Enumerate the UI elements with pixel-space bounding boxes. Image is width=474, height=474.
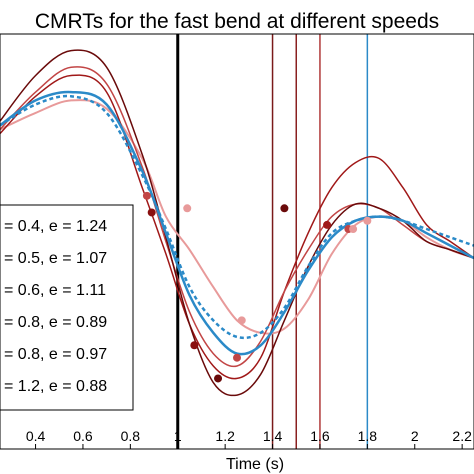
x-axis: 0.4 0.6 0.8 1 1.2 1.4 1.6 1.8 2 2.2 [26, 428, 472, 449]
x-tick-label-9: 2.2 [452, 428, 472, 444]
x-axis-label: Time (s) [226, 456, 284, 473]
marker-point-4 [214, 374, 223, 383]
marker-point-2 [183, 204, 192, 213]
legend-entry-3: = 0.8, e = 0.89 [4, 314, 107, 331]
marker-point-0 [142, 191, 151, 200]
series-line-2 [0, 66, 474, 368]
series-line-1 [0, 74, 474, 380]
x-tick-label-7: 1.8 [358, 428, 378, 444]
marker-point-6 [237, 316, 246, 325]
marker-point-8 [323, 220, 332, 229]
legend-entry-2: = 0.6, e = 1.11 [4, 282, 106, 299]
chart-title: CMRTs for the fast bend at different spe… [35, 10, 439, 33]
x-tick-label-8: 2 [411, 428, 419, 444]
legend-entry-1: = 0.5, e = 1.07 [4, 250, 107, 267]
marker-point-7 [280, 204, 289, 213]
legend: = 0.4, e = 1.24 = 0.5, e = 1.07 = 0.6, e =… [0, 204, 134, 411]
series-line-5 [0, 94, 474, 340]
x-tick-label-4: 1.2 [215, 428, 235, 444]
marker-point-3 [190, 341, 199, 350]
vertical-lines [176, 34, 369, 449]
x-tick-label-0: 0.4 [26, 428, 46, 444]
marker-point-1 [147, 208, 156, 217]
legend-entry-4: = 0.8, e = 0.97 [4, 346, 107, 363]
x-tick-label-1: 0.6 [73, 428, 93, 444]
x-tick-label-5: 1.4 [263, 428, 283, 444]
plot-frame [0, 33, 474, 450]
x-tick-label-6: 1.6 [310, 428, 330, 444]
marker-point-11 [363, 216, 372, 225]
x-tick-label-3: 1 [174, 428, 182, 444]
markers-layer [142, 191, 372, 383]
series-layer [0, 49, 474, 397]
marker-point-10 [349, 225, 358, 234]
legend-entry-5: = 1.2, e = 0.88 [4, 378, 107, 395]
marker-point-5 [233, 353, 241, 362]
legend-entry-0: = 0.4, e = 1.24 [4, 218, 107, 235]
x-tick-label-2: 0.8 [121, 428, 141, 444]
legend-box [0, 204, 134, 411]
